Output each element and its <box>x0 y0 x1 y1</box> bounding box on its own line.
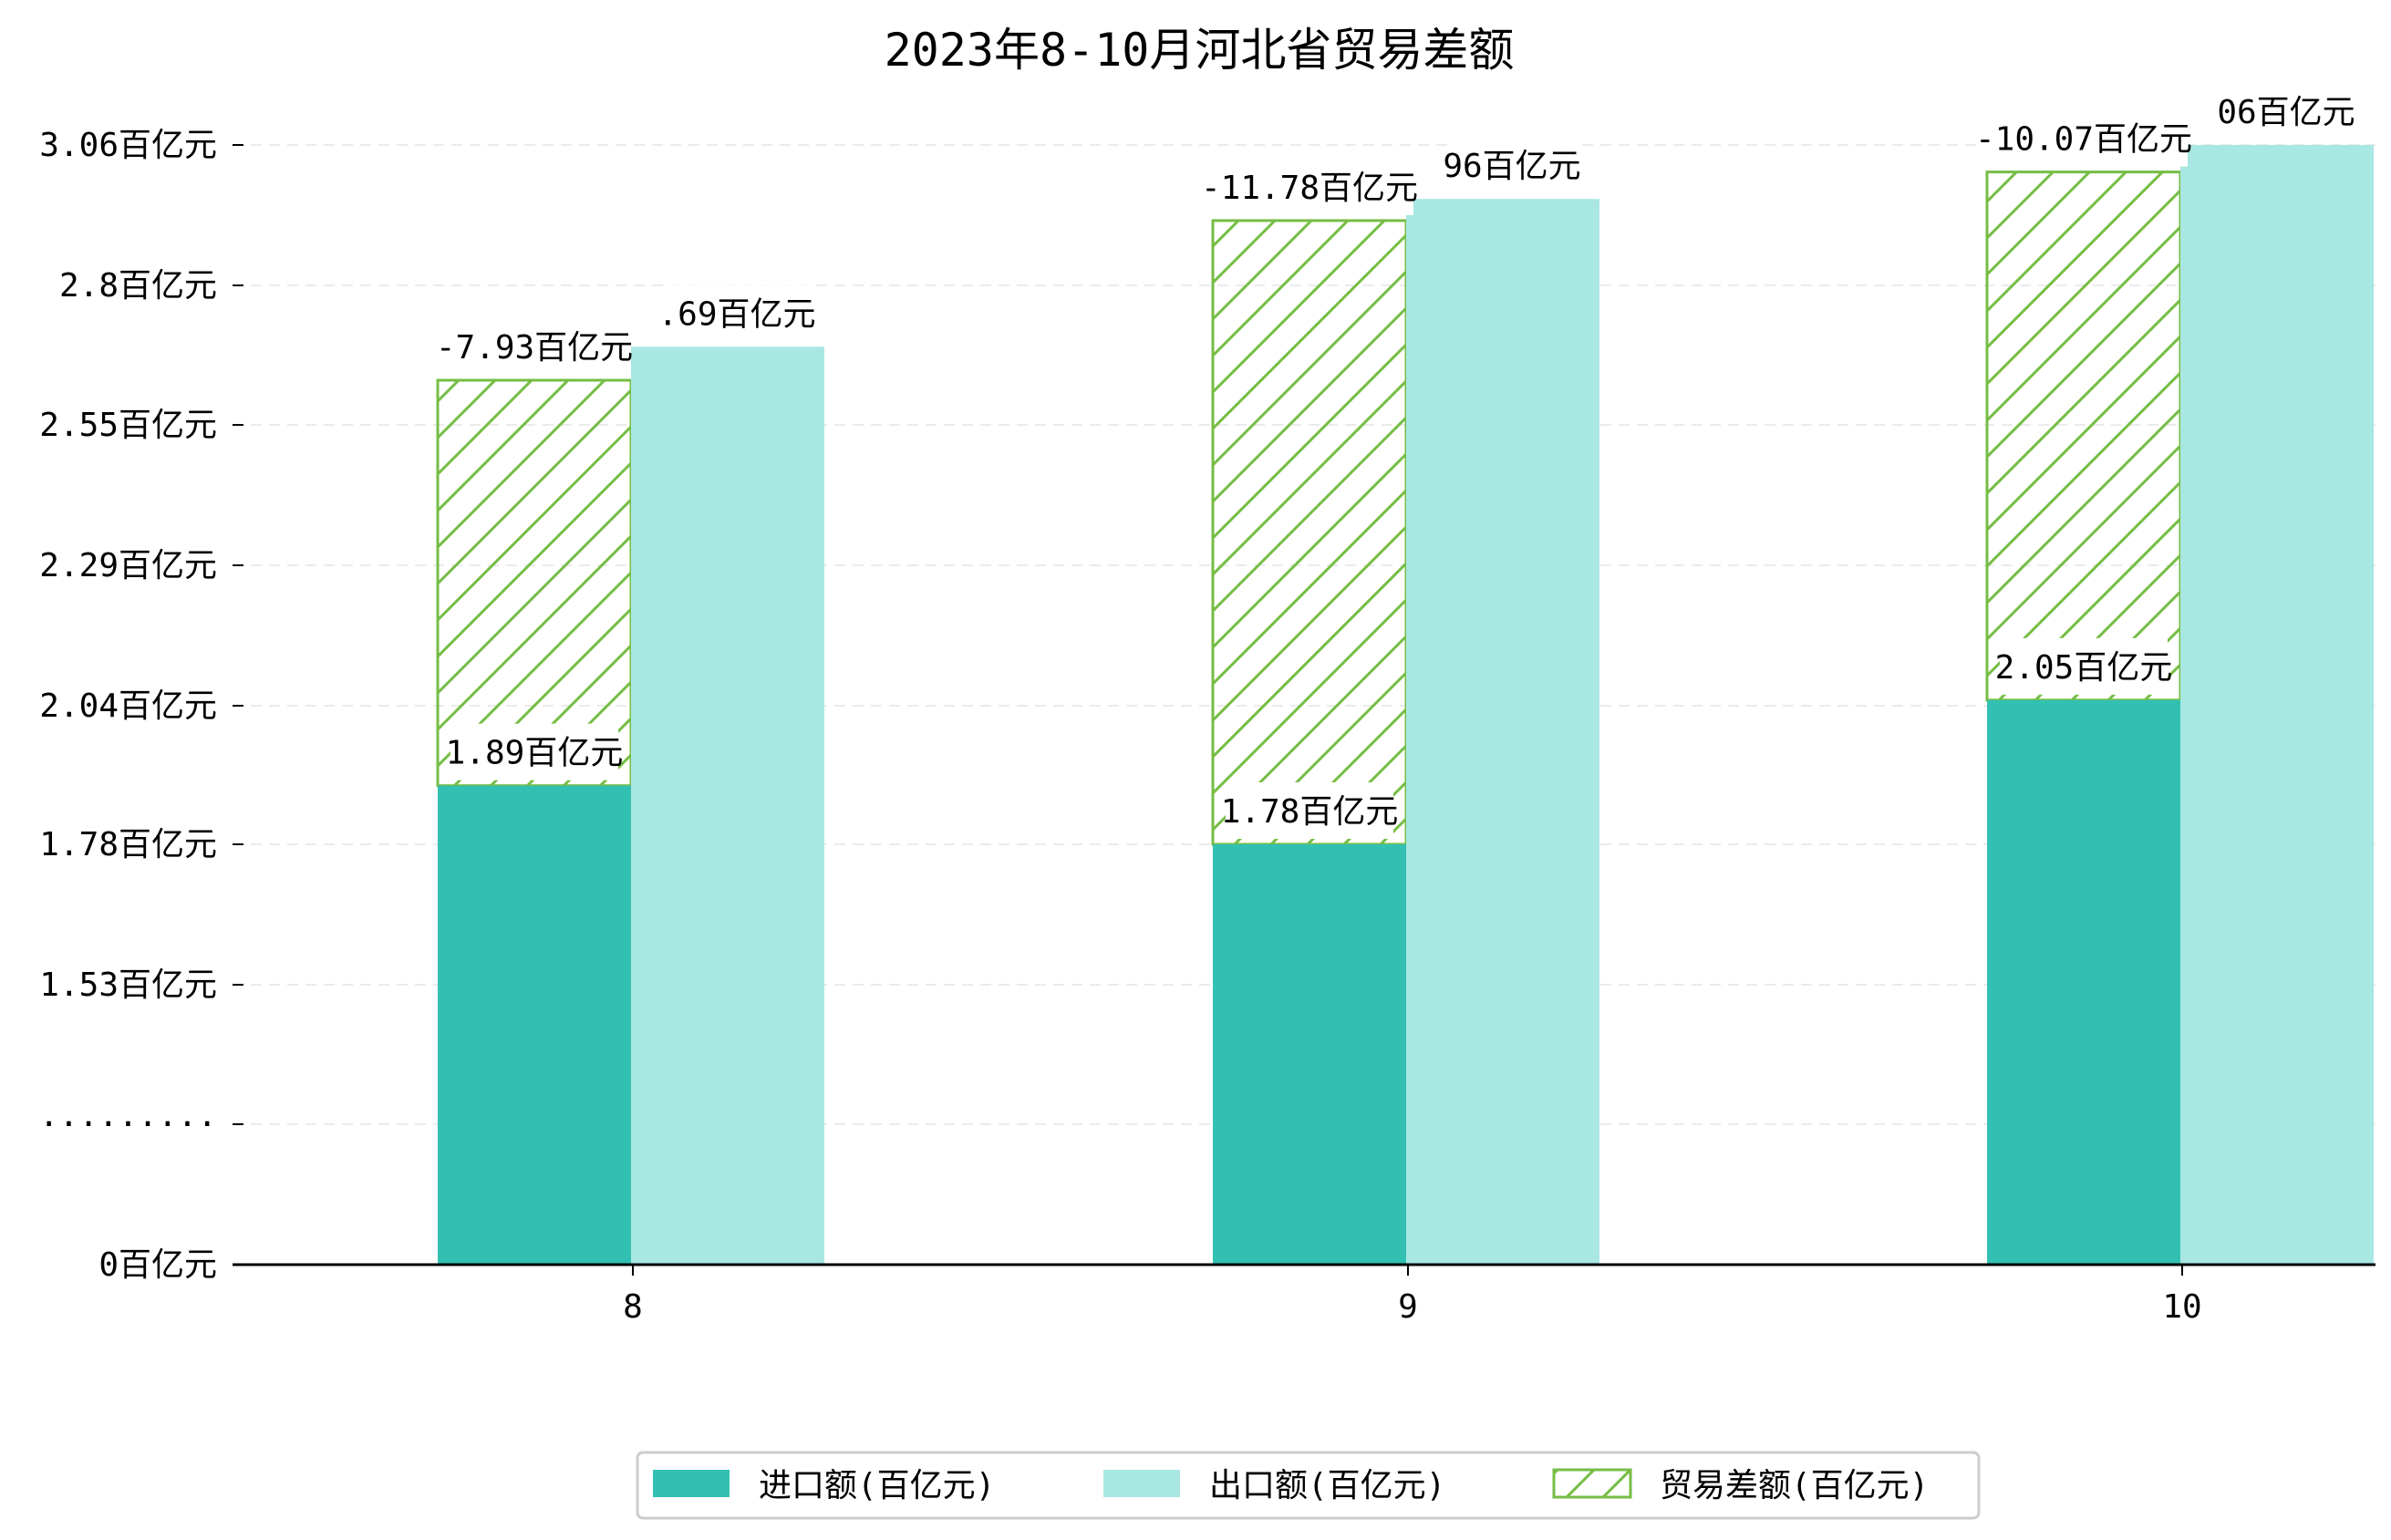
axis-layer: 0百亿元 ········· 1.53百亿元 1.78百亿元 2.04百亿元 2.29百亿… <box>39 127 2375 1326</box>
trade-balance-value-label-bg <box>1206 158 1413 215</box>
legend-swatch <box>1552 1468 1632 1499</box>
x-tick-label: 8 <box>623 1288 643 1326</box>
trade-balance-value-label-bg <box>1980 109 2188 167</box>
export-value-label-bg <box>1448 137 1576 194</box>
import-value-label-bg <box>450 723 618 780</box>
bar-trade-balance <box>436 378 633 788</box>
trade-balance-value-label: -10.07百亿元 <box>1975 121 2192 159</box>
bar-export <box>631 346 824 1265</box>
export-value-label: .69百亿元 <box>657 295 815 333</box>
legend-label: 进口额(百亿元) <box>759 1467 995 1504</box>
bar-trade-balance <box>1211 219 1408 846</box>
bar-trade-balance <box>1985 171 2182 702</box>
bar-import <box>1213 844 1406 1265</box>
y-tick-label: 2.55百亿元 <box>39 407 217 444</box>
x-tick-label: 9 <box>1398 1288 1418 1326</box>
legend-swatch <box>653 1470 730 1497</box>
y-tick-label: 2.8百亿元 <box>59 267 217 305</box>
export-value-label-bg <box>663 284 811 342</box>
y-tick-label: 0百亿元 <box>98 1246 217 1284</box>
export-value-label: 96百亿元 <box>1443 148 1580 185</box>
chart-title: 2023年8-10月河北省贸易差额 <box>885 24 1515 77</box>
import-value-label-bg <box>1226 782 1393 839</box>
export-value-label-bg <box>2222 83 2350 140</box>
import-value-label: 1.89百亿元 <box>446 735 624 772</box>
trade-balance-value-label: -7.93百亿元 <box>436 329 633 367</box>
export-value-label: 06百亿元 <box>2217 94 2355 131</box>
trade-balance-value-label: -11.78百亿元 <box>1201 170 1418 207</box>
legend-label: 贸易差额(百亿元) <box>1660 1467 1929 1504</box>
legend: 进口额(百亿元) 出口额(百亿元) 贸易差额(百亿元) <box>636 1451 1981 1520</box>
legend-frame <box>636 1451 1981 1520</box>
bar-import <box>1987 699 2180 1265</box>
import-value-label: 1.78百亿元 <box>1221 793 1399 831</box>
bar-layer <box>436 145 2374 1266</box>
x-tick-label: 10 <box>2162 1288 2201 1326</box>
label-layer: 1.89百亿元 -7.93百亿元 .69百亿元 1.78百亿元 -11.78百亿元 96百… <box>436 83 2355 839</box>
y-tick-label: 3.06百亿元 <box>39 127 217 164</box>
y-tick-label: 2.04百亿元 <box>39 687 217 725</box>
import-value-label: 2.05百亿元 <box>1995 649 2173 687</box>
bar-import <box>438 785 631 1265</box>
import-value-label-bg <box>2000 637 2168 695</box>
bar-export <box>1406 199 1599 1266</box>
bar-export <box>2180 145 2374 1265</box>
y-tick-label: 2.29百亿元 <box>39 547 217 584</box>
legend-swatch <box>1103 1470 1180 1497</box>
y-tick-label: 1.78百亿元 <box>39 826 217 863</box>
y-tick-label: 1.53百亿元 <box>39 966 217 1004</box>
y-tick-label: ········· <box>39 1106 217 1143</box>
trade-balance-value-label-bg <box>440 318 628 376</box>
legend-label: 出口额(百亿元) <box>1209 1467 1445 1504</box>
